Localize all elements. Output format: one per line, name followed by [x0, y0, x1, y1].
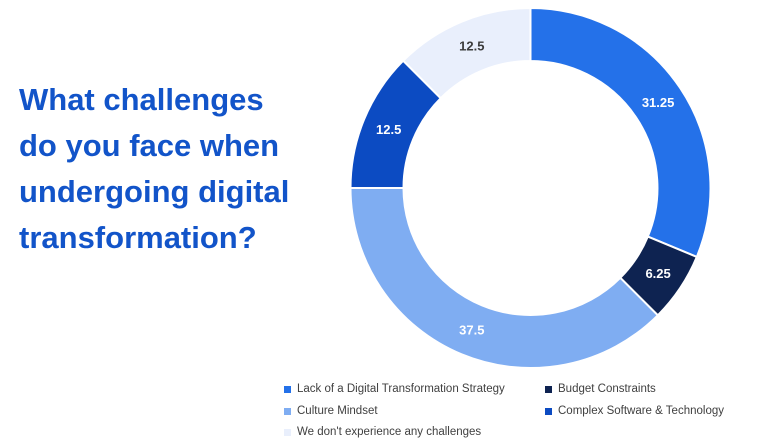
legend-item-2: Culture Mindset [284, 404, 545, 418]
donut-segment-value: 37.5 [459, 322, 484, 337]
legend-label: Lack of a Digital Transformation Strateg… [297, 383, 505, 395]
donut-segment-value: 12.5 [376, 122, 401, 137]
legend-label: Budget Constraints [558, 383, 656, 395]
legend-label: Complex Software & Technology [558, 404, 724, 417]
legend-swatch-icon [545, 386, 552, 394]
donut-segment-value: 6.25 [645, 266, 670, 281]
chart-legend: Lack of a Digital Transformation Strateg… [284, 379, 724, 444]
legend-item-4: We don't experience any challenges [284, 426, 545, 439]
question-title-line: transformation? [19, 219, 257, 255]
legend-swatch-icon [284, 429, 291, 437]
legend-swatch-icon [284, 407, 291, 415]
legend-swatch-icon [284, 386, 291, 394]
donut-segment-value: 31.25 [642, 95, 675, 110]
question-title: What challenges do you face when undergo… [19, 77, 339, 261]
donut-segment-2 [349, 187, 660, 370]
donut-segment-0 [529, 6, 712, 259]
donut-segment-value: 12.5 [459, 39, 484, 54]
legend-label: Culture Mindset [297, 404, 378, 417]
question-title-line: What challenges [19, 81, 264, 117]
legend-swatch-icon [545, 407, 552, 415]
question-title-line: do you face when [19, 127, 280, 163]
legend-item-3: Complex Software & Technology [545, 404, 724, 418]
question-title-line: undergoing digital [19, 173, 290, 209]
donut-segment-4 [401, 6, 532, 100]
legend-label: We don't experience any challenges [297, 426, 482, 438]
legend-item-0: Lack of a Digital Transformation Strateg… [284, 383, 545, 396]
legend-item-1: Budget Constraints [545, 383, 724, 396]
